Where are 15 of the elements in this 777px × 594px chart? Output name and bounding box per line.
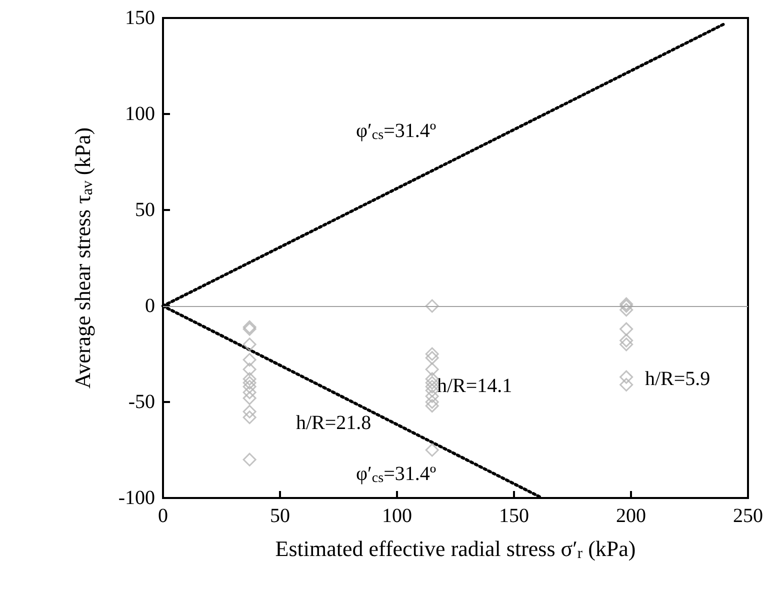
y-tick-label: 150: [125, 7, 155, 29]
y-tick-label: 100: [125, 103, 155, 125]
y-tick-label: 50: [135, 199, 155, 221]
x-tick-label: 150: [499, 505, 529, 527]
annotation: h/R=5.9: [645, 368, 710, 390]
annotation: h/R=14.1: [437, 375, 512, 397]
annotation: h/R=21.8: [296, 412, 372, 434]
x-tick-label: 250: [733, 505, 763, 527]
x-tick-label: 100: [382, 505, 412, 527]
y-tick-label: -50: [128, 391, 155, 413]
x-tick-label: 200: [616, 505, 646, 527]
x-tick-label: 50: [270, 505, 290, 527]
y-axis-title: Average shear stress τav (kPa): [70, 127, 96, 389]
y-tick-label: 0: [145, 295, 155, 317]
y-tick-label: -100: [118, 487, 155, 509]
